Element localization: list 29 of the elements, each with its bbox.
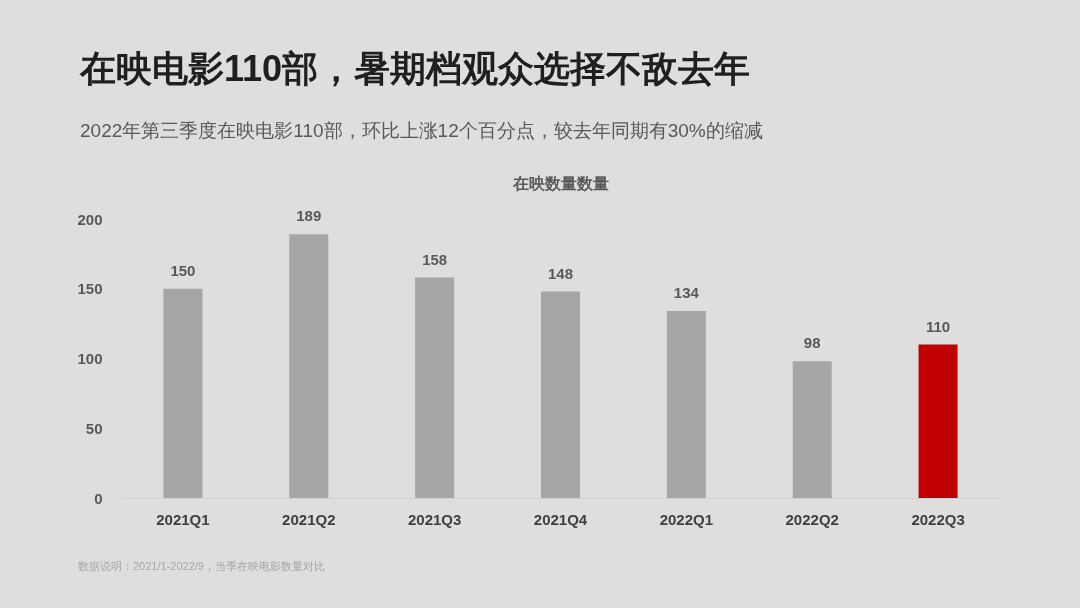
x-tick-label: 2021Q3 (407, 510, 462, 528)
y-tick-label: 100 (77, 350, 103, 367)
chart-subtitle: 2022年第三季度在映电影110部，环比上涨12个百分点，较去年同期有30%的缩减 (80, 120, 763, 141)
x-tick-label: 2022Q3 (911, 510, 965, 528)
data-label: 134 (673, 284, 700, 302)
x-tick-label: 2022Q2 (785, 510, 839, 528)
x-tick-label: 2021Q1 (156, 510, 210, 528)
data-label: 148 (547, 264, 574, 282)
bar (792, 361, 832, 498)
y-tick-label: 0 (94, 489, 103, 507)
x-tick-label: 2021Q2 (282, 510, 336, 528)
data-label: 158 (422, 250, 448, 268)
bar (918, 344, 958, 498)
bar (289, 234, 329, 498)
bar (163, 288, 203, 498)
chart-title: 在映电影110部，暑期档观众选择不敌去年 (79, 48, 751, 89)
data-label: 98 (803, 334, 821, 352)
bar (415, 277, 455, 498)
bar (666, 311, 706, 498)
bar (540, 291, 581, 498)
x-tick-label: 2022Q1 (659, 510, 714, 528)
y-tick-label: 200 (77, 210, 103, 228)
data-label: 110 (925, 317, 951, 335)
text: 在映数量数量 (511, 175, 609, 192)
y-tick-label: 150 (77, 280, 103, 298)
y-tick-label: 50 (85, 419, 103, 437)
x-tick-label: 2021Q4 (533, 510, 588, 528)
data-label: 150 (170, 261, 196, 279)
data-label: 189 (296, 207, 322, 225)
